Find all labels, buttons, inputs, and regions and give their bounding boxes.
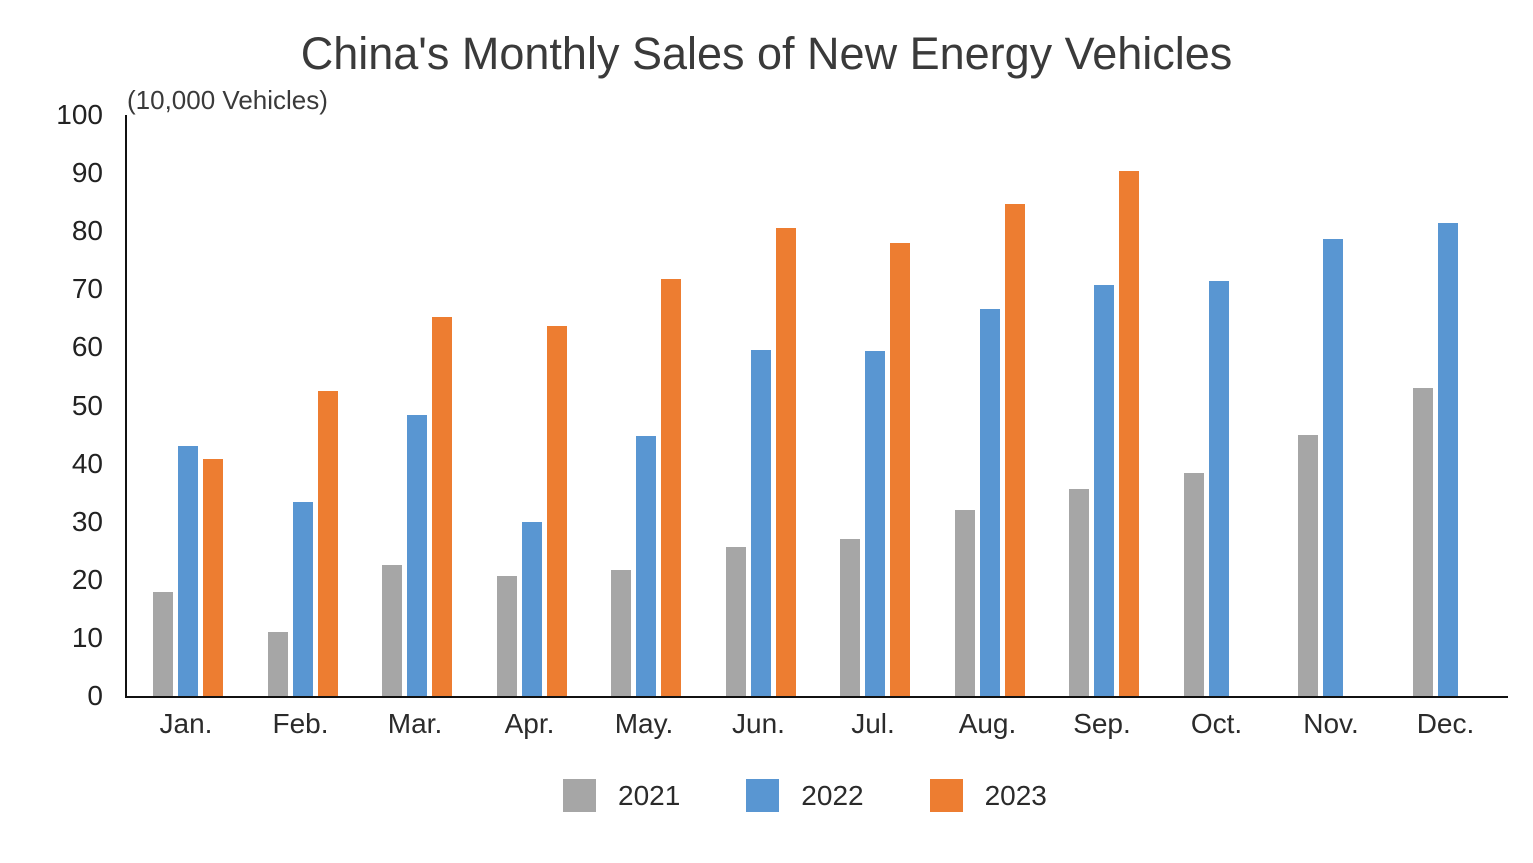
bar-2021-jan — [153, 592, 173, 696]
bar-2022-jul — [865, 351, 885, 696]
bar-2021-jun — [725, 547, 746, 696]
bar-2023-aug — [1004, 204, 1025, 696]
y-axis-tick-label: 10 — [71, 621, 103, 653]
legend-label: 2022 — [801, 779, 864, 811]
x-axis-tick-label: May. — [614, 708, 674, 739]
bar-2023-jun — [775, 227, 796, 696]
bar-2021-mar — [382, 564, 402, 696]
bar-2022-may — [636, 436, 656, 696]
bar-2022-sep — [1094, 284, 1114, 696]
bar-2021-sep — [1069, 488, 1089, 696]
legend-label: 2023 — [984, 779, 1047, 811]
legend: 2021 2022 2023 — [563, 779, 1047, 812]
bar-2022-jan — [178, 445, 198, 696]
bar-2022-aug — [979, 309, 1000, 696]
bar-2021-may — [611, 569, 631, 696]
x-axis-tick-label: Nov. — [1303, 708, 1359, 739]
legend-swatch-2023 — [929, 779, 963, 812]
bar-2022-jun — [750, 349, 771, 696]
y-axis-tick-label: 40 — [71, 447, 103, 479]
legend-label: 2021 — [618, 779, 681, 811]
bar-2022-oct — [1208, 281, 1229, 696]
bar-2022-dec — [1437, 223, 1458, 696]
legend-swatch-2022 — [746, 779, 780, 812]
x-axis-tick-label: Sep. — [1073, 708, 1131, 739]
plot-area — [125, 115, 1508, 698]
y-axis-tick-label: 60 — [71, 331, 103, 363]
x-axis-tick-label: Oct. — [1190, 708, 1243, 739]
y-axis-tick-label: 0 — [87, 680, 103, 711]
x-axis-tick-label: Jan. — [159, 708, 213, 739]
bar-2021-dec — [1412, 387, 1433, 696]
bar-2023-apr — [546, 326, 567, 696]
x-axis-tick-label: Mar. — [387, 708, 443, 739]
bar-2023-jul — [890, 242, 910, 696]
bar-2021-jul — [840, 538, 860, 696]
bar-2023-mar — [432, 316, 452, 696]
y-axis-tick-label: 50 — [71, 389, 103, 421]
y-axis-tick-label: 90 — [71, 157, 103, 189]
legend-swatch-2021 — [563, 779, 596, 812]
x-axis-tick-label: Jul. — [851, 708, 895, 739]
y-axis-tick-label: 70 — [71, 273, 103, 305]
bar-2021-apr — [496, 576, 517, 696]
bar-2021-aug — [954, 509, 975, 696]
bar-2022-nov — [1323, 239, 1343, 696]
x-axis-tick-label: Dec. — [1416, 708, 1475, 739]
bar-2021-oct — [1183, 473, 1204, 696]
y-axis-tick-label: 100 — [56, 99, 103, 130]
bar-2022-feb — [292, 501, 313, 696]
bar-2023-jan — [203, 458, 223, 696]
x-axis-tick-label: Aug. — [958, 708, 1017, 739]
bar-2021-feb — [267, 632, 288, 696]
bar-2022-mar — [407, 414, 427, 696]
bar-2023-feb — [317, 390, 338, 696]
legend-item-2023: 2023 — [929, 779, 1047, 812]
legend-item-2021: 2021 — [563, 779, 680, 812]
bar-2021-nov — [1298, 434, 1318, 696]
chart-title: China's Monthly Sales of New Energy Vehi… — [300, 28, 1233, 79]
bar-2023-sep — [1119, 170, 1139, 696]
axis-unit-label: (10,000 Vehicles) — [127, 85, 328, 115]
y-axis-tick-label: 80 — [71, 215, 103, 247]
x-axis-tick-label: Apr. — [504, 708, 555, 739]
bar-2022-apr — [521, 522, 542, 696]
x-axis-tick-label: Jun. — [732, 708, 785, 739]
y-axis-tick-label: 30 — [71, 505, 103, 537]
x-axis-tick-label: Feb. — [272, 708, 329, 739]
legend-item-2022: 2022 — [746, 779, 864, 812]
bar-2023-may — [661, 279, 681, 696]
y-axis-tick-label: 20 — [71, 563, 103, 595]
